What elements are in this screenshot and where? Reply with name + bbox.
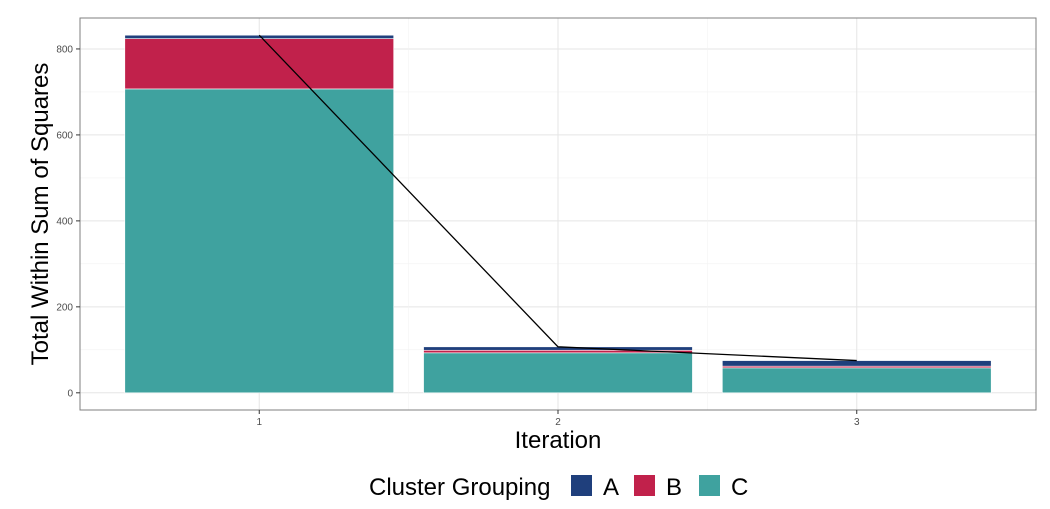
y-tick-label: 600: [56, 130, 73, 141]
legend-label-c: C: [731, 474, 748, 501]
bar-segment-c-1: [124, 88, 394, 394]
bar-segment-b-1: [124, 38, 394, 90]
y-tick-label: 400: [56, 216, 73, 227]
bar-segment-c-3: [722, 367, 992, 394]
total-wss-line: [258, 34, 857, 362]
axes: 0 200 400 600 800 1 2 3: [56, 44, 860, 428]
y-axis-title: Total Within Sum of Squares: [27, 63, 54, 366]
legend: Cluster Grouping A B C: [369, 474, 748, 501]
legend-key-b: [634, 475, 655, 496]
y-tick-label: 0: [67, 388, 73, 399]
legend-label-b: B: [666, 474, 682, 501]
legend-label-a: A: [603, 474, 619, 501]
bar-segment-a-3: [722, 360, 992, 367]
x-tick-label: 3: [854, 417, 860, 428]
total-line: [258, 34, 857, 362]
legend-key-a: [571, 475, 592, 496]
legend-key-c: [699, 475, 720, 496]
bars: [124, 34, 992, 394]
legend-title: Cluster Grouping: [369, 474, 550, 501]
y-tick-label: 800: [56, 44, 73, 55]
x-tick-label: 1: [256, 417, 262, 428]
x-tick-label: 2: [555, 417, 561, 428]
y-tick-label: 200: [56, 302, 73, 313]
x-axis-title: Iteration: [515, 427, 602, 454]
bar-segment-c-2: [423, 352, 693, 394]
